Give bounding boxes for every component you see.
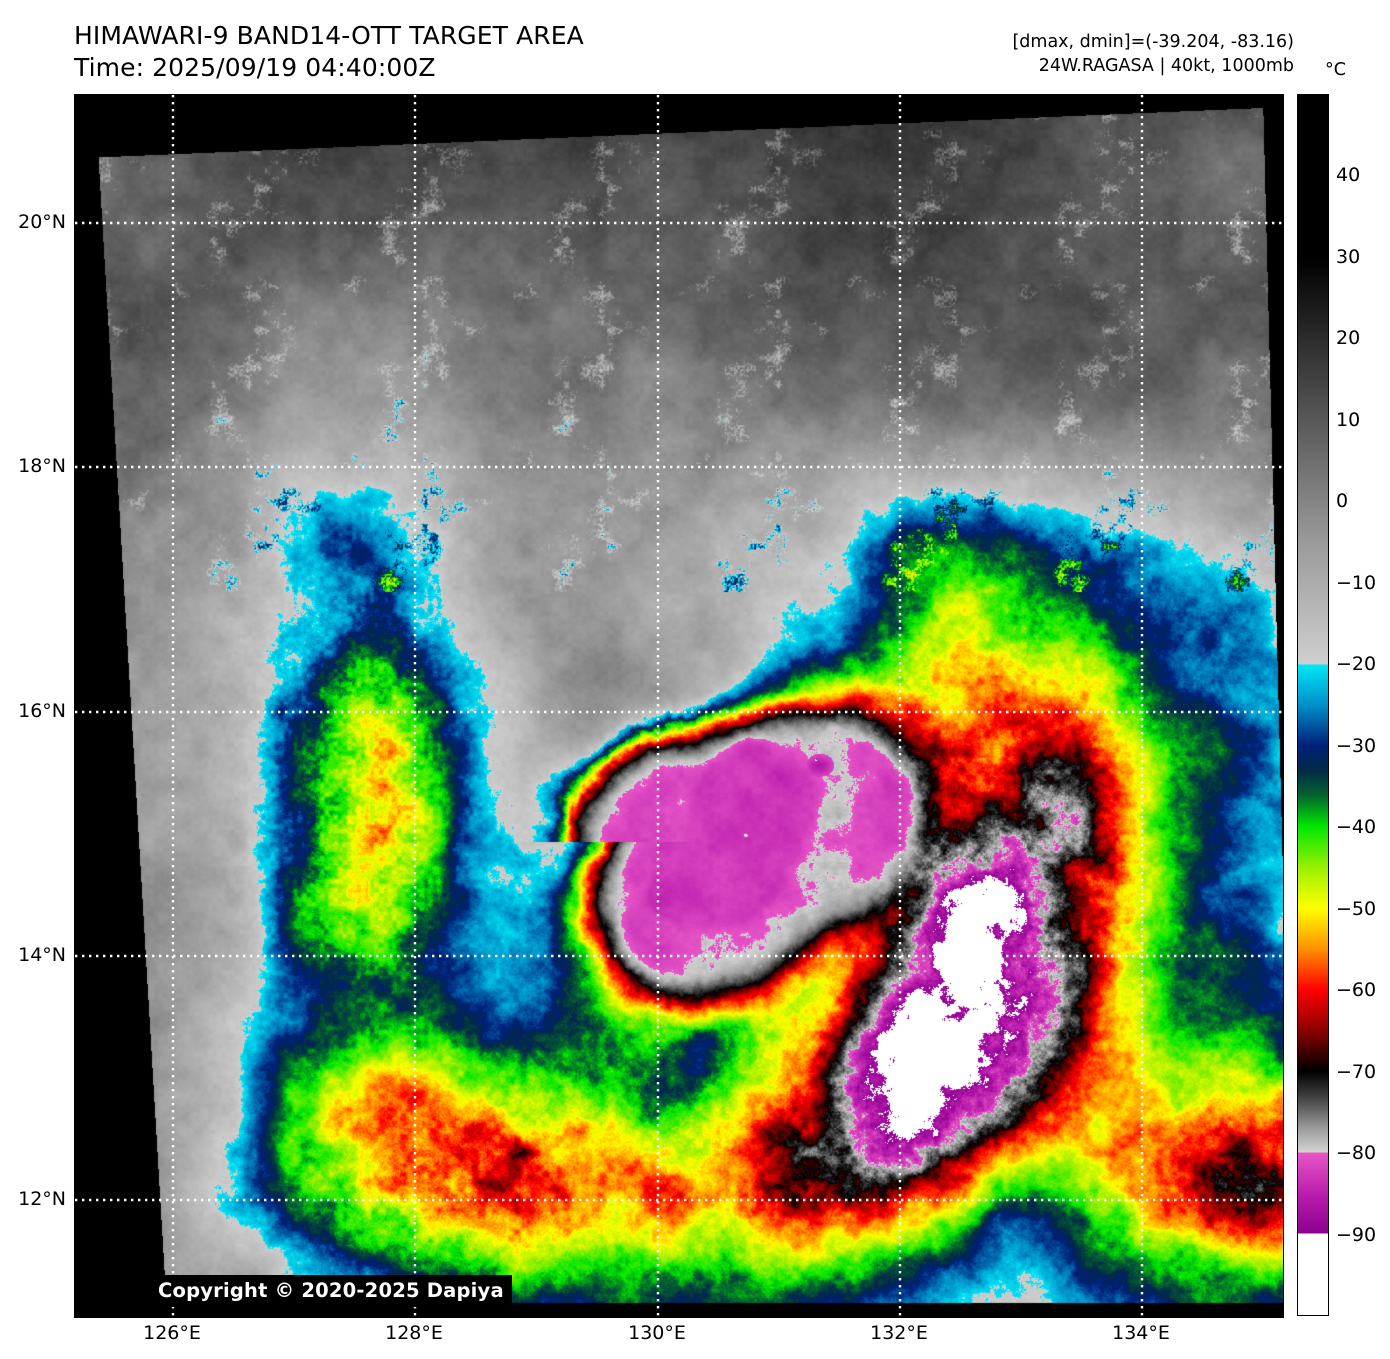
lat-tick-14: 14°N: [18, 944, 66, 966]
colorbar-tick--20: −20: [1336, 653, 1377, 676]
colorbar-tick-20: 20: [1336, 327, 1361, 350]
lon-tick-128: 128°E: [385, 1322, 443, 1344]
colorbar-tick--30: −30: [1336, 734, 1377, 757]
satellite-image-plot[interactable]: Copyright © 2020-2025 Dapiya: [74, 94, 1284, 1318]
lon-tick-126: 126°E: [143, 1322, 201, 1344]
page-title: HIMAWARI-9 BAND14-OTT TARGET AREA: [74, 21, 584, 50]
colorbar-tick--70: −70: [1336, 1060, 1377, 1083]
colorbar-tick-10: 10: [1336, 408, 1361, 431]
colorbar-unit-label: °C: [1325, 60, 1346, 80]
colorbar-tick--40: −40: [1336, 816, 1377, 839]
lon-tick-130: 130°E: [628, 1322, 686, 1344]
temperature-colorbar[interactable]: [1297, 94, 1329, 1316]
colorbar-tick--10: −10: [1336, 571, 1377, 594]
lon-tick-134: 134°E: [1112, 1322, 1170, 1344]
colorbar-tick--90: −90: [1336, 1223, 1377, 1246]
colorbar-tick--80: −80: [1336, 1142, 1377, 1165]
colorbar-tick-30: 30: [1336, 245, 1361, 268]
lat-tick-12: 12°N: [18, 1188, 66, 1210]
satellite-ir-imagery[interactable]: [75, 95, 1283, 1317]
colorbar-gradient: [1297, 94, 1329, 1316]
data-minmax-label: [dmax, dmin]=(-39.204, -83.16): [1012, 32, 1294, 52]
header-left-block: HIMAWARI-9 BAND14-OTT TARGET AREA Time: …: [74, 20, 584, 84]
colorbar-tick--50: −50: [1336, 897, 1377, 920]
storm-info-label: 24W.RAGASA | 40kt, 1000mb: [1038, 56, 1294, 76]
colorbar-tick-40: 40: [1336, 164, 1361, 187]
colorbar-tick--60: −60: [1336, 979, 1377, 1002]
lat-tick-16: 16°N: [18, 700, 66, 722]
colorbar-tick-0: 0: [1336, 490, 1349, 513]
timestamp-line: Time: 2025/09/19 04:40:00Z: [74, 53, 436, 82]
lat-tick-18: 18°N: [18, 455, 66, 477]
copyright-notice: Copyright © 2020-2025 Dapiya: [150, 1275, 512, 1307]
header-right-block: [dmax, dmin]=(-39.204, -83.16) 24W.RAGAS…: [1012, 30, 1294, 78]
lat-tick-20: 20°N: [18, 211, 66, 233]
lon-tick-132: 132°E: [870, 1322, 928, 1344]
